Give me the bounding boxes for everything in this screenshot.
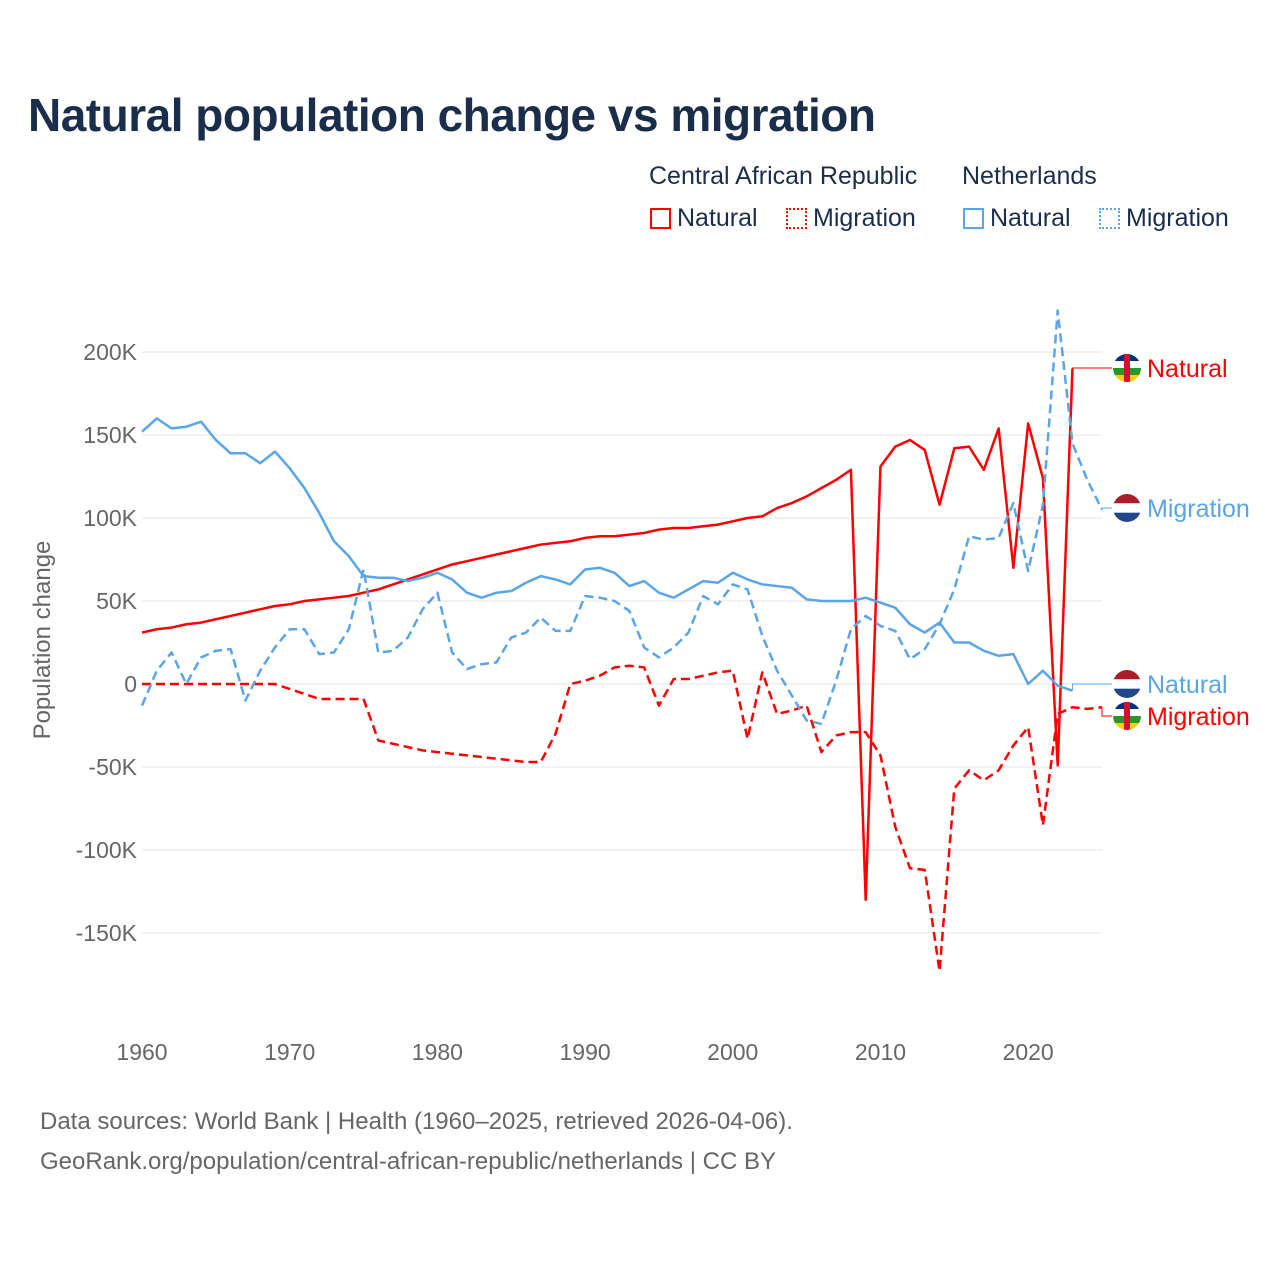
flag-body <box>1113 670 1141 698</box>
y-tick-label: -50K <box>88 754 137 780</box>
flag-body <box>1113 494 1141 522</box>
nl-flag-icon <box>1113 494 1141 522</box>
legend-swatch-dotted-red <box>786 208 807 229</box>
nl-flag-icon <box>1113 670 1141 698</box>
y-tick-label: -100K <box>76 837 138 863</box>
legend-item-car-migration[interactable]: Migration <box>786 204 916 233</box>
x-tick-label: 1960 <box>116 1039 167 1065</box>
flag-body <box>1113 354 1141 382</box>
x-tick-label: 1970 <box>264 1039 315 1065</box>
x-tick-label: 2020 <box>1003 1039 1054 1065</box>
flag-stripe <box>1113 494 1141 504</box>
footer-link[interactable]: GeoRank.org/population/central-african-r… <box>40 1148 776 1175</box>
flag-stripe <box>1113 670 1141 680</box>
legend-item-nl-migration[interactable]: Migration <box>1099 204 1229 233</box>
series-line-car-migration <box>142 664 1103 973</box>
legend-label: Migration <box>813 204 916 232</box>
flag-body <box>1113 702 1141 730</box>
flag-stripe <box>1113 503 1141 513</box>
series-line-nl-migration <box>140 309 1104 726</box>
flag-stripe <box>1113 679 1141 689</box>
legend-label: Natural <box>677 204 758 232</box>
y-tick-label: 0 <box>124 671 137 697</box>
y-tick-label: 50K <box>96 588 138 614</box>
car-flag-icon <box>1113 354 1141 382</box>
chart-title: Natural population change vs migration <box>28 89 876 141</box>
series-line-car-natural <box>141 368 1074 902</box>
flag-stripe <box>1124 702 1130 730</box>
series-end-label: Migration <box>1147 703 1250 731</box>
label-connector <box>1101 507 1112 510</box>
y-axis-label: Population change <box>29 541 56 740</box>
y-tick-label: 100K <box>83 505 137 531</box>
flag-stripe <box>1113 512 1141 522</box>
legend-item-car-natural[interactable]: Natural <box>650 204 758 233</box>
x-tick-label: 1980 <box>412 1039 463 1065</box>
y-tick-label: 150K <box>83 422 137 448</box>
car-flag-icon <box>1113 702 1141 730</box>
legend-label: Natural <box>990 204 1071 232</box>
legend-group-car: Central African Republic <box>649 162 918 190</box>
legend-group-nl: Netherlands <box>962 162 1097 190</box>
legend-swatch-solid-blue <box>963 208 984 229</box>
legend-swatch-dotted-blue <box>1099 208 1120 229</box>
y-tick-label: -150K <box>76 920 138 946</box>
series-end-label: Migration <box>1147 495 1250 523</box>
series-end-label: Natural <box>1147 671 1228 699</box>
series-line-nl-natural <box>141 417 1073 692</box>
flag-stripe <box>1124 354 1130 382</box>
label-connector <box>1071 683 1112 691</box>
label-connector <box>1071 367 1112 369</box>
x-tick-label: 1990 <box>559 1039 610 1065</box>
footer-sources: Data sources: World Bank | Health (1960–… <box>40 1108 793 1135</box>
series-end-label: Natural <box>1147 355 1228 383</box>
x-tick-label: 2000 <box>707 1039 758 1065</box>
legend-label: Migration <box>1126 204 1229 232</box>
legend-swatch-solid-red <box>650 208 671 229</box>
x-tick-label: 2010 <box>855 1039 906 1065</box>
legend-item-nl-natural[interactable]: Natural <box>963 204 1071 233</box>
y-tick-label: 200K <box>83 339 137 365</box>
flag-stripe <box>1113 688 1141 698</box>
label-connector <box>1101 707 1112 717</box>
